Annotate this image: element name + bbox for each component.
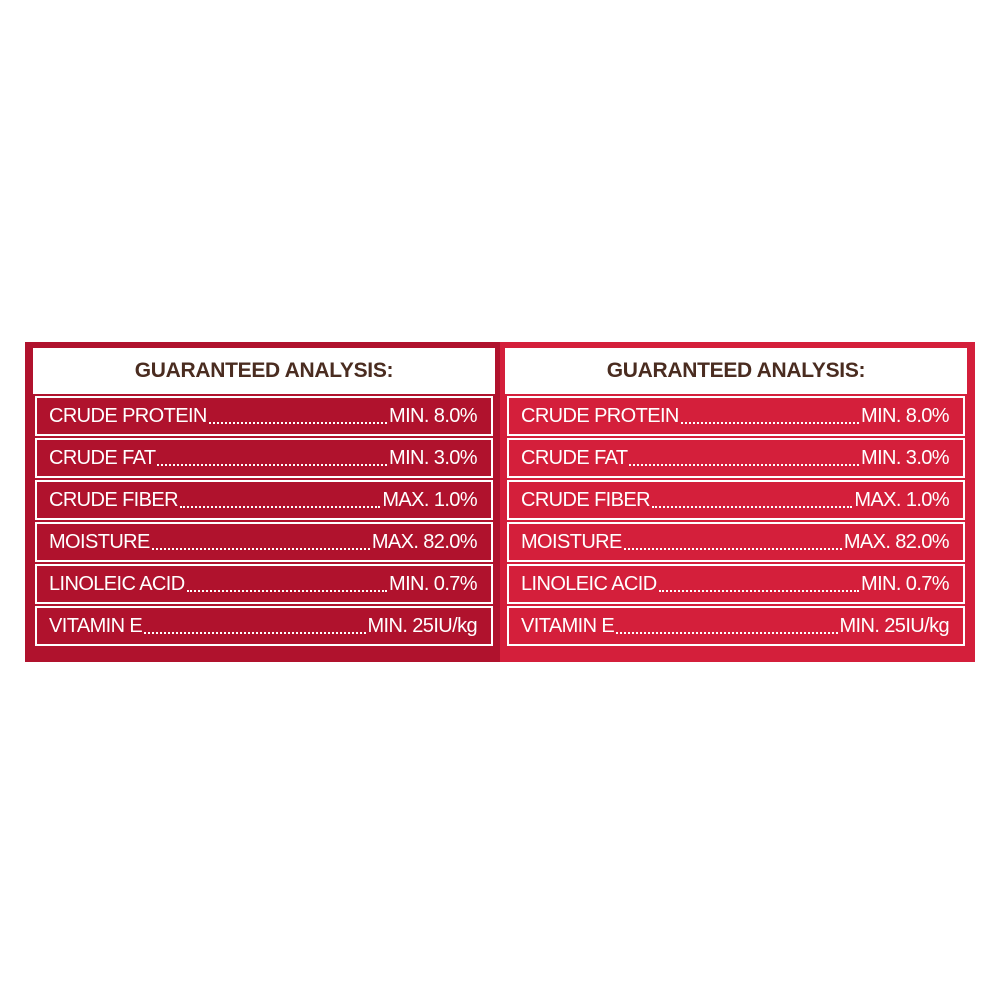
nutrient-value: MAX. 82.0% [843, 530, 950, 553]
nutrient-label: CRUDE FAT [49, 446, 156, 469]
nutrient-label: LINOLEIC ACID [521, 572, 657, 595]
nutrient-label: LINOLEIC ACID [49, 572, 185, 595]
nutrient-value: MIN. 8.0% [389, 404, 478, 427]
dot-leader [144, 632, 366, 634]
nutrient-label: VITAMIN E [49, 614, 143, 637]
analysis-row: CRUDE FAT MIN. 3.0% [507, 438, 965, 478]
analysis-row: MOISTURE MAX. 82.0% [507, 522, 965, 562]
analysis-row: VITAMIN E MIN. 25IU/kg [35, 606, 493, 646]
nutrient-label: MOISTURE [49, 530, 150, 553]
analysis-row: LINOLEIC ACID MIN. 0.7% [507, 564, 965, 604]
label-band [25, 342, 500, 662]
analysis-panel: GUARANTEED ANALYSIS: CRUDE PROTEIN MIN. 8.… [33, 348, 495, 654]
analysis-row: CRUDE FAT MIN. 3.0% [35, 438, 493, 478]
nutrient-label: VITAMIN E [521, 614, 615, 637]
nutrient-label: CRUDE FIBER [521, 488, 651, 511]
panel-title: GUARANTEED ANALYSIS: [505, 348, 967, 394]
label-band [500, 342, 975, 662]
analysis-row: CRUDE FIBER MAX. 1.0% [507, 480, 965, 520]
nutrient-value: MIN. 25IU/kg [839, 614, 950, 637]
nutrient-value: MAX. 82.0% [371, 530, 478, 553]
nutrient-label: CRUDE PROTEIN [521, 404, 679, 427]
analysis-row: MOISTURE MAX. 82.0% [35, 522, 493, 562]
analysis-panel: GUARANTEED ANALYSIS: CRUDE PROTEIN MIN. 8.… [505, 348, 967, 654]
nutrient-value: MIN. 25IU/kg [367, 614, 478, 637]
dot-leader [616, 632, 838, 634]
dot-leader [151, 548, 370, 550]
dot-leader [651, 506, 853, 508]
dot-leader [179, 506, 381, 508]
nutrient-value: MIN. 3.0% [861, 446, 950, 469]
nutrient-label: CRUDE FAT [521, 446, 628, 469]
analysis-row: CRUDE PROTEIN MIN. 8.0% [35, 396, 493, 436]
nutrient-value: MAX. 1.0% [854, 488, 949, 511]
nutrient-value: MIN. 3.0% [389, 446, 478, 469]
nutrient-value: MAX. 1.0% [382, 488, 477, 511]
nutrient-value: MIN. 0.7% [861, 572, 950, 595]
nutrient-value: MIN. 0.7% [389, 572, 478, 595]
panel-title: GUARANTEED ANALYSIS: [33, 348, 495, 394]
nutrient-label: MOISTURE [521, 530, 622, 553]
analysis-row: LINOLEIC ACID MIN. 0.7% [35, 564, 493, 604]
dot-leader [629, 464, 860, 466]
dot-leader [208, 422, 388, 424]
analysis-row: VITAMIN E MIN. 25IU/kg [507, 606, 965, 646]
dot-leader [680, 422, 860, 424]
nutrient-value: MIN. 8.0% [861, 404, 950, 427]
analysis-row: CRUDE FIBER MAX. 1.0% [35, 480, 493, 520]
dot-leader [658, 590, 860, 592]
analysis-row: CRUDE PROTEIN MIN. 8.0% [507, 396, 965, 436]
nutrient-label: CRUDE PROTEIN [49, 404, 207, 427]
dot-leader [157, 464, 388, 466]
dot-leader [623, 548, 842, 550]
dot-leader [186, 590, 388, 592]
nutrient-label: CRUDE FIBER [49, 488, 179, 511]
